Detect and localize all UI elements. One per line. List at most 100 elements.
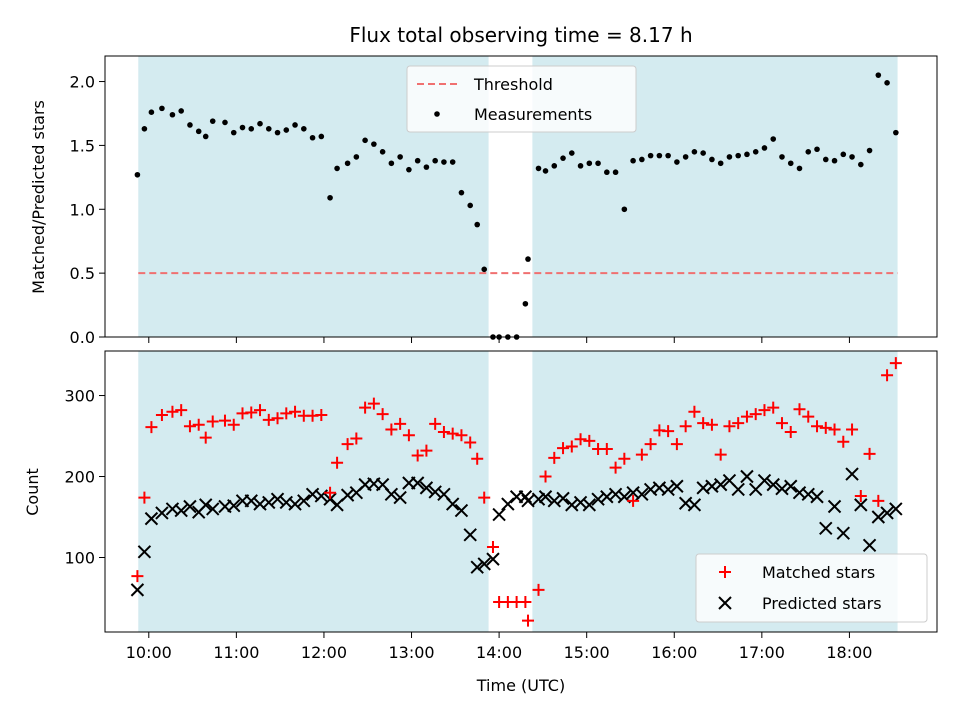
legend-predicted-swatch <box>718 596 732 610</box>
top-axes-frame <box>104 55 938 338</box>
predicted-star-point <box>531 492 546 506</box>
predicted-star-point <box>445 497 460 511</box>
measurement-point <box>371 141 377 147</box>
matched-star-point <box>471 452 484 465</box>
measurement-point <box>274 129 281 136</box>
bottom-y-axis-label: Count <box>23 468 42 516</box>
predicted-star-point <box>775 481 789 496</box>
measurement-point <box>178 108 184 114</box>
matched-star-point <box>376 408 389 421</box>
x-tick-label: 16:00 <box>651 643 697 662</box>
measurement-point <box>379 148 386 155</box>
predicted-star-point <box>591 492 605 506</box>
x-tick-label: 18:00 <box>826 643 872 662</box>
matched-star-point <box>455 429 468 442</box>
bottom-legend-box <box>695 553 928 623</box>
predicted-star-point <box>297 494 311 508</box>
predicted-star-point <box>573 495 588 510</box>
measurement-point <box>458 189 465 196</box>
measurement-point <box>691 148 698 155</box>
measurement-point <box>397 154 403 160</box>
predicted-star-point <box>845 467 859 481</box>
predicted-star-point <box>600 490 614 504</box>
predicted-star-point <box>889 502 903 516</box>
predicted-star-point <box>766 477 780 492</box>
matched-star-point <box>262 413 275 426</box>
predicted-star-point <box>521 494 535 508</box>
predicted-star-point <box>492 507 506 522</box>
top-y-tick-label: 1.0 <box>70 200 95 219</box>
predicted-star-point <box>827 499 842 514</box>
matched-star-point <box>548 451 561 464</box>
matched-stars-series <box>131 357 902 627</box>
bottom-y-tick-label: 300 <box>64 387 95 406</box>
matched-star-point <box>271 412 284 425</box>
measurement-point <box>353 154 360 160</box>
matched-star-point <box>280 407 293 420</box>
measurement-point <box>283 127 290 133</box>
matched-star-point <box>881 369 894 382</box>
matched-star-point <box>740 410 753 423</box>
legend-measurements-label: Measurements <box>474 105 592 124</box>
predicted-star-point <box>454 503 469 518</box>
measurement-point <box>195 128 202 135</box>
matched-star-point <box>565 440 578 453</box>
measurement-point <box>406 166 412 173</box>
x-tick-label: 12:00 <box>301 643 347 662</box>
predicted-star-point <box>854 498 868 512</box>
bottom-y-tick-label: 100 <box>64 548 95 567</box>
measurement-point <box>752 148 759 155</box>
measurement-point <box>665 152 671 159</box>
predicted-star-point <box>501 497 515 511</box>
predicted-star-point <box>757 473 772 488</box>
measurement-point <box>525 256 531 262</box>
measurement-point <box>893 129 899 136</box>
bottom-panel: 100 200 300 10:00 11:00 12:00 13:00 14:00 15:00… <box>23 350 938 695</box>
predicted-star-point <box>565 498 579 512</box>
matched-star-point <box>618 452 631 465</box>
predicted-stars-series <box>130 467 903 597</box>
matched-star-point <box>437 425 450 438</box>
matched-star-point <box>402 429 415 442</box>
matched-star-point <box>872 494 885 507</box>
matched-star-point <box>758 404 771 417</box>
measurement-point <box>292 122 298 128</box>
predicted-star-point <box>470 560 484 574</box>
measurement-point <box>230 129 237 136</box>
measurement-point <box>709 156 715 163</box>
matched-star-point <box>662 425 675 438</box>
matched-star-point <box>199 431 212 444</box>
predicted-star-point <box>731 482 745 497</box>
legend-matched-label: Matched stars <box>762 563 875 582</box>
predicted-star-point <box>183 499 197 514</box>
predicted-star-point <box>518 490 533 504</box>
matched-star-point <box>420 444 433 457</box>
predicted-star-point <box>130 583 145 597</box>
predicted-star-point <box>670 479 684 493</box>
matched-star-point <box>828 423 841 436</box>
matched-star-point <box>166 405 179 418</box>
measurement-point <box>522 300 529 307</box>
measurement-point <box>560 155 566 161</box>
predicted-star-point <box>556 491 570 506</box>
measurement-point <box>604 169 610 176</box>
matched-star-point <box>315 408 328 421</box>
legend-threshold-label: Threshold <box>473 75 553 94</box>
matched-star-point <box>583 434 596 447</box>
predicted-star-point <box>862 538 877 553</box>
measurement-point <box>796 165 803 172</box>
measurement-point <box>787 160 794 167</box>
measurement-point <box>612 169 619 176</box>
measurement-point <box>187 122 193 128</box>
predicted-star-point <box>582 498 597 512</box>
top-y-axis: 0.0 0.5 1.0 1.5 2.0 <box>70 73 105 347</box>
matched-star-point <box>793 403 806 416</box>
measurement-point <box>568 150 575 156</box>
matched-star-point <box>385 423 398 436</box>
matched-star-point <box>206 415 219 428</box>
measurement-point <box>814 146 820 153</box>
matched-star-point <box>705 418 718 431</box>
matched-star-point <box>784 425 797 438</box>
predicted-star-point <box>270 492 285 506</box>
matched-star-point <box>574 433 587 446</box>
